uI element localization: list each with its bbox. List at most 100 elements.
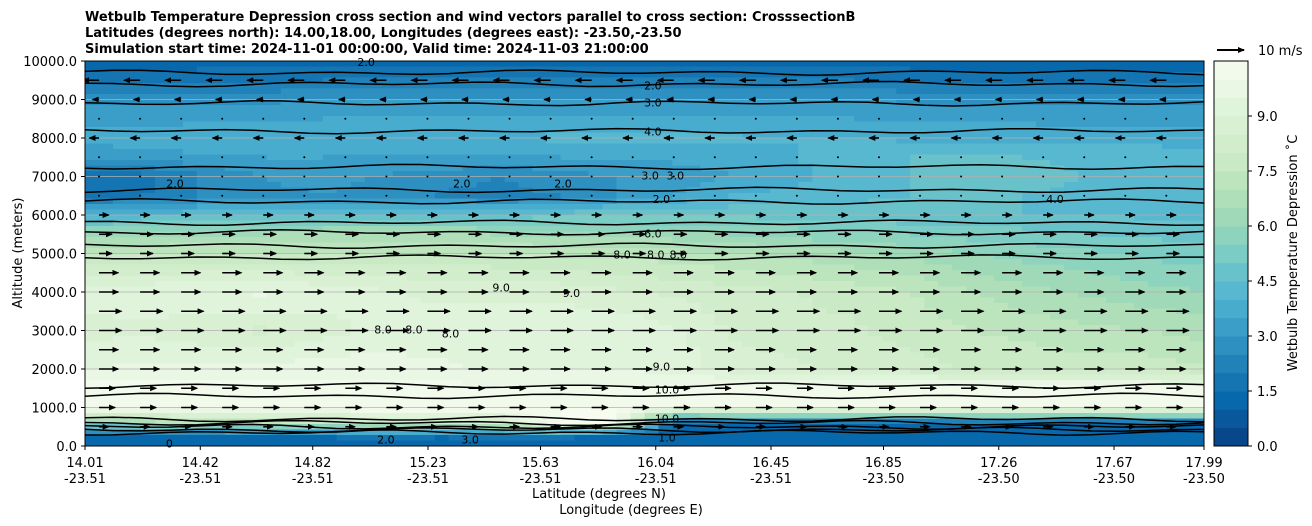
field-cell [280,319,296,326]
field-cell [588,220,604,227]
field-cell [350,160,366,167]
field-cell [742,215,757,222]
field-cell [980,292,995,299]
field-cell [350,275,366,282]
field-cell [280,352,296,359]
field-cell [770,132,785,139]
field-cell [630,116,646,123]
field-cell [616,314,632,321]
field-cell [742,270,757,277]
field-cell [532,204,548,211]
field-cell [868,325,883,332]
field-cell [294,297,310,304]
field-cell [784,347,799,354]
field-cell [672,83,688,90]
field-cell [602,99,618,106]
field-cell [770,88,785,95]
field-cell [196,292,212,299]
field-cell [868,391,883,398]
field-cell [420,77,436,84]
field-cell [672,237,688,244]
field-cell [238,275,254,282]
field-cell [784,204,799,211]
field-cell [1064,220,1079,227]
field-cell [126,281,142,288]
field-cell [1050,429,1065,436]
field-cell [952,105,967,112]
field-cell [882,171,897,178]
field-cell [168,209,184,216]
field-cell [448,88,464,95]
field-cell [364,396,380,403]
field-cell [882,352,897,359]
field-cell [434,248,450,255]
field-cell [812,88,827,95]
field-cell [336,66,352,73]
field-cell [770,231,785,238]
field-cell [154,363,170,370]
field-cell [406,226,422,233]
field-cell [826,121,841,128]
field-cell [140,413,156,420]
field-cell [322,209,338,216]
field-cell [714,154,730,161]
field-cell [560,171,576,178]
field-cell [770,341,785,348]
field-cell [448,314,464,321]
field-cell [826,160,841,167]
field-cell [630,88,646,95]
field-cell [378,176,394,183]
field-cell [364,385,380,392]
field-cell [168,160,184,167]
field-cell [252,347,268,354]
field-cell [364,105,380,112]
field-cell [630,275,646,282]
field-cell [658,231,674,238]
field-cell [938,418,953,425]
field-cell [602,77,618,84]
field-cell [896,160,911,167]
field-cell [364,270,380,277]
field-cell [1022,281,1037,288]
field-cell [490,358,506,365]
field-cell [840,149,855,156]
field-cell [966,424,981,431]
field-cell [224,88,240,95]
field-cell [126,363,142,370]
field-cell [1008,281,1023,288]
field-cell [686,127,702,134]
field-cell [504,363,520,370]
field-cell [336,209,352,216]
field-cell [742,105,757,112]
field-cell [1064,72,1079,79]
field-cell [574,314,590,321]
field-cell [518,127,534,134]
field-cell [85,204,100,211]
field-cell [518,281,534,288]
field-cell [1008,215,1023,222]
field-cell [434,352,450,359]
field-cell [910,308,925,315]
field-cell [350,325,366,332]
field-cell [994,253,1009,260]
field-cell [210,187,226,194]
field-cell [294,72,310,79]
field-cell [210,413,226,420]
field-cell [826,237,841,244]
field-cell [504,341,520,348]
field-cell [938,286,953,293]
field-cell [980,66,995,73]
field-cell [112,110,128,117]
field-cell [644,264,660,271]
field-cell [490,286,506,293]
field-cell [504,83,520,90]
field-cell [714,435,730,442]
field-cell [126,248,142,255]
field-cell [140,429,156,436]
field-cell [490,330,506,337]
field-cell [182,341,198,348]
field-cell [392,292,408,299]
field-cell [644,275,660,282]
field-cell [294,374,310,381]
field-cell [392,209,408,216]
